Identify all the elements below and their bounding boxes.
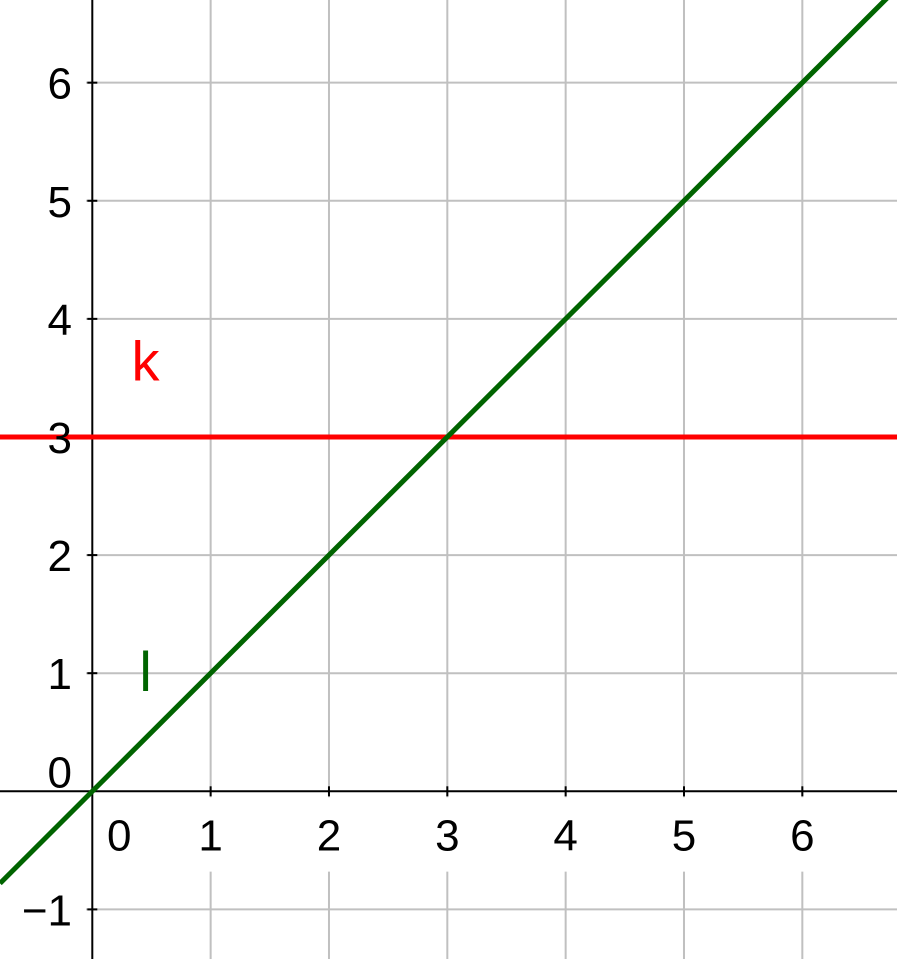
grid-lines [86, 0, 897, 959]
x-tick-label: 4 [553, 811, 577, 860]
series-line-l [0, 0, 889, 886]
x-tick-label: 2 [317, 811, 341, 860]
y-tick-label: −1 [22, 886, 72, 935]
series-lines [0, 0, 897, 886]
x-tick-label: 3 [435, 811, 459, 860]
x-tick-label: 0 [107, 811, 131, 860]
y-tick-label: 6 [48, 60, 72, 109]
y-tick-label: 4 [48, 296, 72, 345]
x-tick-label: 1 [198, 811, 222, 860]
series-label-l: l [139, 640, 151, 703]
series-label-k: k [132, 329, 161, 392]
x-tick-label: 6 [790, 811, 814, 860]
x-tick-label: 5 [672, 811, 696, 860]
y-tick-label: 3 [48, 414, 72, 463]
y-tick-label: 1 [48, 650, 72, 699]
tick-labels: 0 1 2 3 4 5 6 −1 0 1 2 3 4 5 6 [22, 60, 815, 936]
y-tick-label: 5 [48, 178, 72, 227]
y-tick-label: 0 [48, 748, 72, 797]
y-tick-label: 2 [48, 532, 72, 581]
series-labels: kl [132, 329, 161, 703]
